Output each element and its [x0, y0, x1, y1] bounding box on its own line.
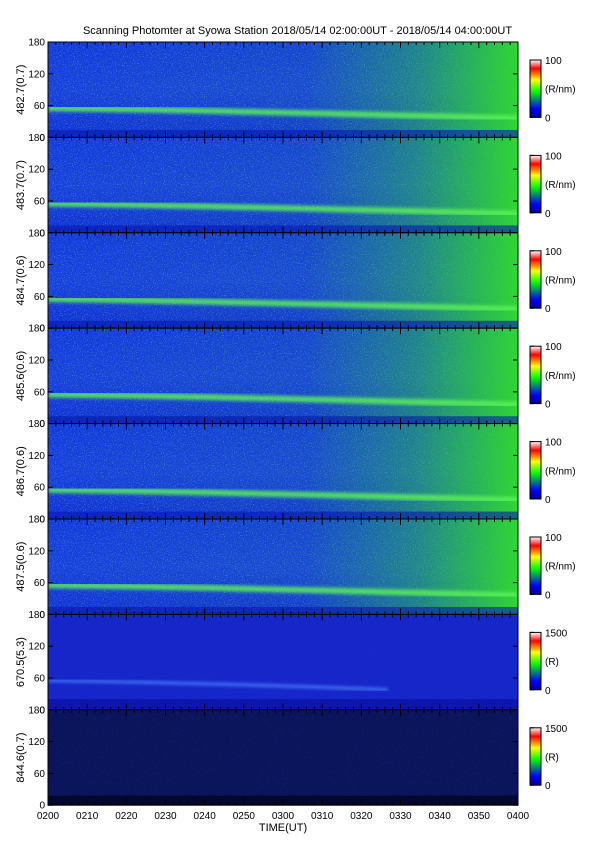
x-tick-label: 0330	[389, 811, 412, 822]
colorbar-min-label: 0	[545, 400, 551, 411]
y-tick-label: 120	[28, 69, 45, 80]
panel-2	[47, 136, 519, 234]
y-tick-label: 60	[34, 578, 46, 589]
x-tick-label: 0240	[194, 811, 217, 822]
x-tick-label: 0230	[154, 811, 177, 822]
y-tick-label: 0	[39, 610, 45, 621]
colorbar-unit-label: (R/nm)	[545, 85, 576, 96]
panel-7	[47, 613, 519, 711]
colorbar-max-label: 100	[545, 151, 562, 162]
y-tick-label: 0	[39, 133, 45, 144]
y-tick-label: 180	[28, 610, 45, 621]
y-tick-label: 60	[34, 769, 46, 780]
chart-title: Scanning Photomter at Syowa Station 2018…	[82, 25, 513, 37]
x-tick-label: 0320	[350, 811, 373, 822]
panel-8	[47, 709, 519, 806]
panel-6	[47, 518, 519, 615]
colorbar	[529, 727, 542, 786]
colorbar-max-label: 1500	[545, 724, 568, 735]
colorbar-min-label: 0	[545, 590, 551, 601]
colorbar	[529, 631, 542, 691]
colorbar-unit-label: (R/nm)	[545, 180, 576, 191]
x-tick-label: 0250	[233, 811, 256, 822]
colorbar-min-label: 0	[545, 495, 551, 506]
panel-ylabel: 844.6(0.7)	[15, 732, 27, 782]
y-tick-label: 180	[28, 133, 45, 144]
y-tick-label: 180	[28, 419, 45, 430]
y-tick-label: 120	[28, 546, 45, 557]
colorbar	[529, 250, 542, 309]
y-tick-label: 180	[28, 515, 45, 526]
colorbar	[529, 536, 542, 595]
y-tick-label: 180	[28, 228, 45, 239]
panel-ylabel: 484.7(0.6)	[15, 255, 27, 305]
panel-1	[47, 41, 519, 138]
colorbar-max-label: 1500	[545, 628, 568, 639]
x-axis-label: TIME(UT)	[259, 822, 307, 834]
colorbar-unit-label: (R/nm)	[545, 276, 576, 287]
y-tick-label: 0	[39, 705, 45, 716]
y-tick-label: 60	[34, 387, 46, 398]
y-tick-label: 0	[39, 419, 45, 430]
x-tick-label: 0340	[429, 811, 452, 822]
panel-ylabel: 487.5(0.6)	[15, 542, 27, 592]
y-tick-label: 0	[39, 801, 45, 812]
y-tick-label: 60	[34, 197, 46, 208]
colorbar-max-label: 100	[545, 438, 562, 449]
colorbar	[529, 59, 542, 118]
y-tick-label: 180	[28, 705, 45, 716]
colorbar-unit-label: (R/nm)	[545, 562, 576, 573]
panel-3	[47, 232, 519, 329]
y-tick-label: 60	[34, 101, 46, 112]
colorbar	[529, 345, 542, 405]
y-tick-label: 180	[28, 38, 45, 49]
colorbar-unit-label: (R/nm)	[545, 371, 576, 382]
y-tick-label: 120	[28, 737, 45, 748]
x-tick-label: 0220	[115, 811, 138, 822]
y-tick-label: 60	[34, 674, 46, 685]
y-tick-label: 0	[39, 324, 45, 335]
panel-ylabel: 483.7(0.7)	[15, 160, 27, 210]
panel-ylabel: 482.7(0.7)	[15, 65, 27, 115]
x-tick-label: 0200	[37, 811, 60, 822]
colorbar	[529, 441, 542, 500]
colorbar-max-label: 100	[545, 247, 562, 258]
y-tick-label: 60	[34, 292, 46, 303]
colorbar-min-label: 0	[545, 686, 551, 697]
x-tick-label: 0210	[76, 811, 99, 822]
x-tick-label: 0400	[507, 811, 530, 822]
colorbar-max-label: 100	[545, 533, 562, 544]
y-tick-label: 120	[28, 642, 45, 653]
colorbar-unit-label: (R)	[545, 753, 559, 764]
colorbar-min-label: 0	[545, 304, 551, 315]
colorbar-max-label: 100	[545, 342, 562, 353]
colorbar	[529, 154, 542, 214]
y-tick-label: 60	[34, 483, 46, 494]
panel-4	[47, 327, 519, 425]
x-tick-label: 0350	[468, 811, 491, 822]
y-tick-label: 0	[39, 228, 45, 239]
y-tick-label: 120	[28, 260, 45, 271]
panel-ylabel: 485.6(0.6)	[15, 351, 27, 401]
y-tick-label: 120	[28, 451, 45, 462]
colorbar-unit-label: (R/nm)	[545, 466, 576, 477]
x-tick-label: 0310	[311, 811, 334, 822]
panel-ylabel: 486.7(0.6)	[15, 446, 27, 496]
y-tick-label: 0	[39, 515, 45, 526]
colorbar-min-label: 0	[545, 209, 551, 220]
y-tick-label: 180	[28, 324, 45, 335]
colorbar-unit-label: (R)	[545, 657, 559, 668]
colorbar-max-label: 100	[545, 56, 562, 67]
colorbar-min-label: 0	[545, 781, 551, 792]
colorbar-min-label: 0	[545, 113, 551, 124]
y-tick-label: 120	[28, 165, 45, 176]
panel-ylabel: 670.5(5.3)	[15, 637, 27, 687]
panel-5	[47, 423, 519, 520]
x-tick-label: 0300	[272, 811, 295, 822]
y-tick-label: 120	[28, 356, 45, 367]
